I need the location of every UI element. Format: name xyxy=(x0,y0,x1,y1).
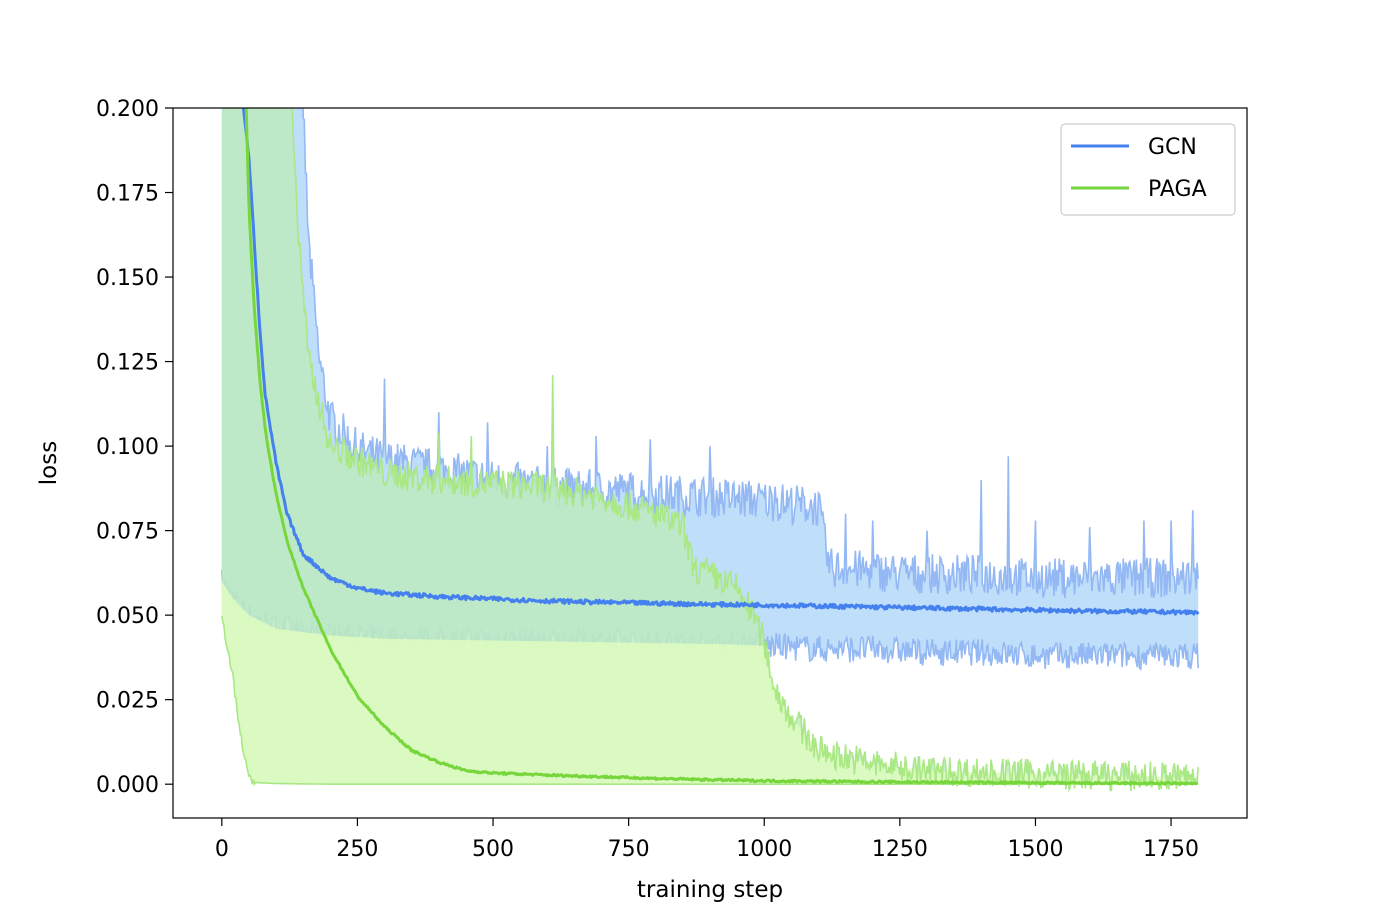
y-tick-label: 0.050 xyxy=(96,604,159,629)
y-tick-label: 0.100 xyxy=(96,435,159,460)
x-tick-label: 0 xyxy=(215,837,229,862)
mean-line-gcn xyxy=(242,108,1200,616)
y-tick-label: 0.000 xyxy=(96,773,159,798)
band-paga xyxy=(221,108,1199,791)
x-tick-label: 1000 xyxy=(736,837,792,862)
legend-label-gcn: GCN xyxy=(1148,135,1197,160)
x-axis: 0 250 500 750 1000 1250 1500 1750 xyxy=(215,818,1199,862)
mean-line-paga xyxy=(244,108,1199,786)
x-tick-label: 1750 xyxy=(1143,837,1199,862)
x-tick-label: 1500 xyxy=(1007,837,1063,862)
x-tick-label: 250 xyxy=(336,837,378,862)
y-tick-label: 0.175 xyxy=(96,182,159,207)
upper-edge-gcn xyxy=(302,108,1199,599)
y-tick-label: 0.150 xyxy=(96,266,159,291)
y-tick-label: 0.025 xyxy=(96,689,159,714)
band-low-paga xyxy=(221,581,1199,785)
x-tick-label: 750 xyxy=(608,837,650,862)
y-tick-label: 0.125 xyxy=(96,351,159,376)
y-axis: 0.000 0.025 0.050 0.075 0.100 0.125 0.150 0.175… xyxy=(96,97,173,798)
legend: GCN PAGA xyxy=(1060,123,1236,216)
upper-edge-paga xyxy=(291,108,1199,793)
x-axis-label: training step xyxy=(637,877,783,903)
y-axis-label: loss xyxy=(36,441,62,485)
x-tick-label: 1250 xyxy=(872,837,928,862)
y-tick-label: 0.200 xyxy=(96,97,159,122)
plot-area xyxy=(221,108,1200,793)
x-tick-label: 500 xyxy=(472,837,514,862)
legend-label-paga: PAGA xyxy=(1148,177,1207,202)
plot-frame xyxy=(172,107,1248,819)
y-tick-label: 0.075 xyxy=(96,520,159,545)
